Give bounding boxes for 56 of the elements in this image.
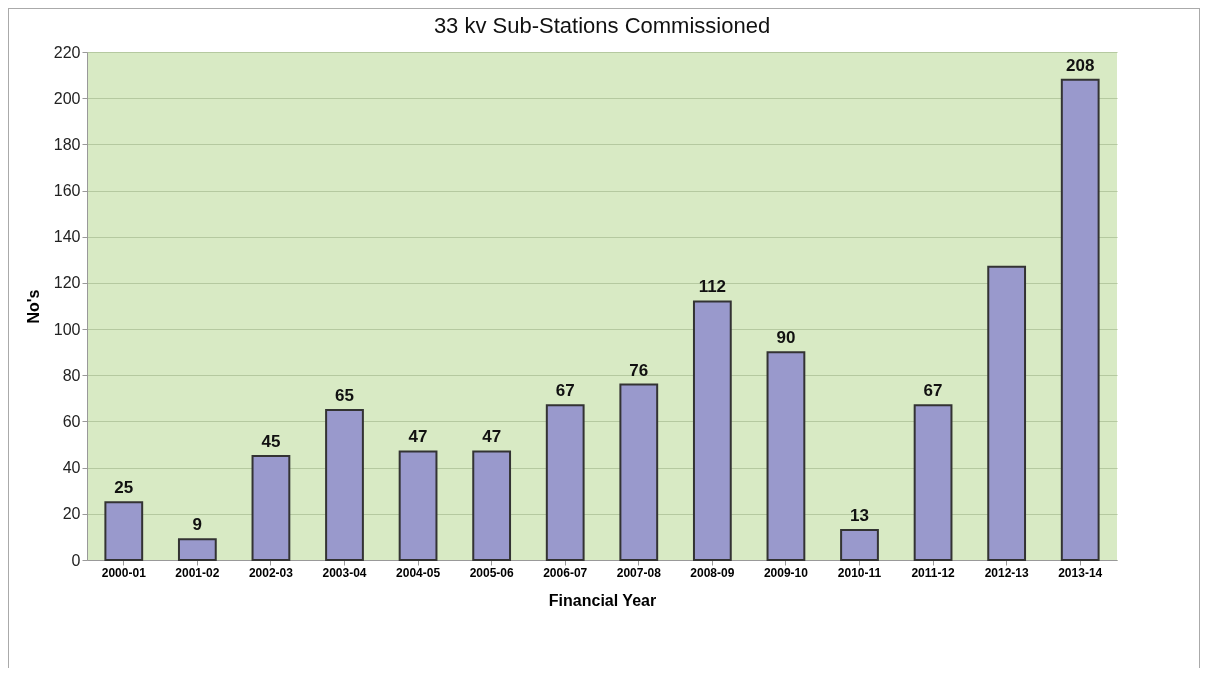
bar xyxy=(692,300,732,561)
x-tick-label: 2009-10 xyxy=(763,565,809,580)
y-axis-title: No's xyxy=(24,289,42,324)
bar xyxy=(251,455,291,561)
bar xyxy=(177,538,217,561)
x-tick-label: 2005-06 xyxy=(469,565,514,580)
x-tick-label: 2012-13 xyxy=(984,565,1029,580)
x-tick-label: 2008-09 xyxy=(690,565,735,580)
data-label: 67 xyxy=(923,381,943,401)
data-label: 9 xyxy=(192,515,203,535)
x-tick-label: 2010-11 xyxy=(837,565,882,580)
y-tick-label: 20 xyxy=(62,505,81,523)
data-label: 67 xyxy=(555,381,575,401)
x-tick-label: 2013-14 xyxy=(1058,565,1103,580)
y-tick-label: 40 xyxy=(62,459,81,477)
data-label: 90 xyxy=(776,328,796,348)
bar xyxy=(840,528,879,561)
y-tick-label: 140 xyxy=(53,228,81,246)
x-tick-label: 2002-03 xyxy=(248,565,294,580)
x-tick-label: 2001-02 xyxy=(175,565,220,580)
y-tick-label: 220 xyxy=(53,43,81,61)
y-tick-label: 60 xyxy=(62,412,81,430)
y-tick-label: 160 xyxy=(53,182,81,200)
data-label: 13 xyxy=(850,505,869,525)
y-tick-label: 100 xyxy=(53,320,81,338)
bar xyxy=(619,383,659,561)
y-tick-label: 120 xyxy=(53,274,81,292)
data-label: 65 xyxy=(335,385,354,405)
x-tick-label: 2003-04 xyxy=(322,565,367,580)
x-axis-title: Financial Year xyxy=(548,591,657,609)
x-tick-label: 2007-08 xyxy=(616,565,662,580)
bar xyxy=(766,351,806,561)
x-tick-label: 2004-05 xyxy=(396,565,441,580)
bar xyxy=(472,450,512,561)
bar xyxy=(987,265,1027,561)
x-tick-label: 2006-07 xyxy=(543,565,588,580)
data-label: 47 xyxy=(482,427,502,447)
y-tick-label: 80 xyxy=(62,366,81,384)
bar xyxy=(104,501,144,561)
data-label: 25 xyxy=(114,478,134,498)
data-label: 47 xyxy=(408,427,428,447)
data-label: 112 xyxy=(698,277,727,297)
bar xyxy=(545,404,585,561)
bar xyxy=(398,450,438,561)
chart-title: 33 kv Sub-Stations Commissioned xyxy=(433,13,771,38)
x-tick-label: 2000-01 xyxy=(101,565,147,580)
bar xyxy=(1060,78,1100,561)
y-tick-label: 180 xyxy=(53,135,81,153)
data-label: 208 xyxy=(1066,55,1095,75)
bar xyxy=(913,404,953,561)
data-label: 76 xyxy=(629,360,649,380)
data-label: 45 xyxy=(261,432,281,452)
x-tick-label: 2011-12 xyxy=(911,565,956,580)
y-tick-label: 0 xyxy=(71,551,81,569)
y-tick-label: 200 xyxy=(53,89,81,107)
bar xyxy=(325,408,364,561)
